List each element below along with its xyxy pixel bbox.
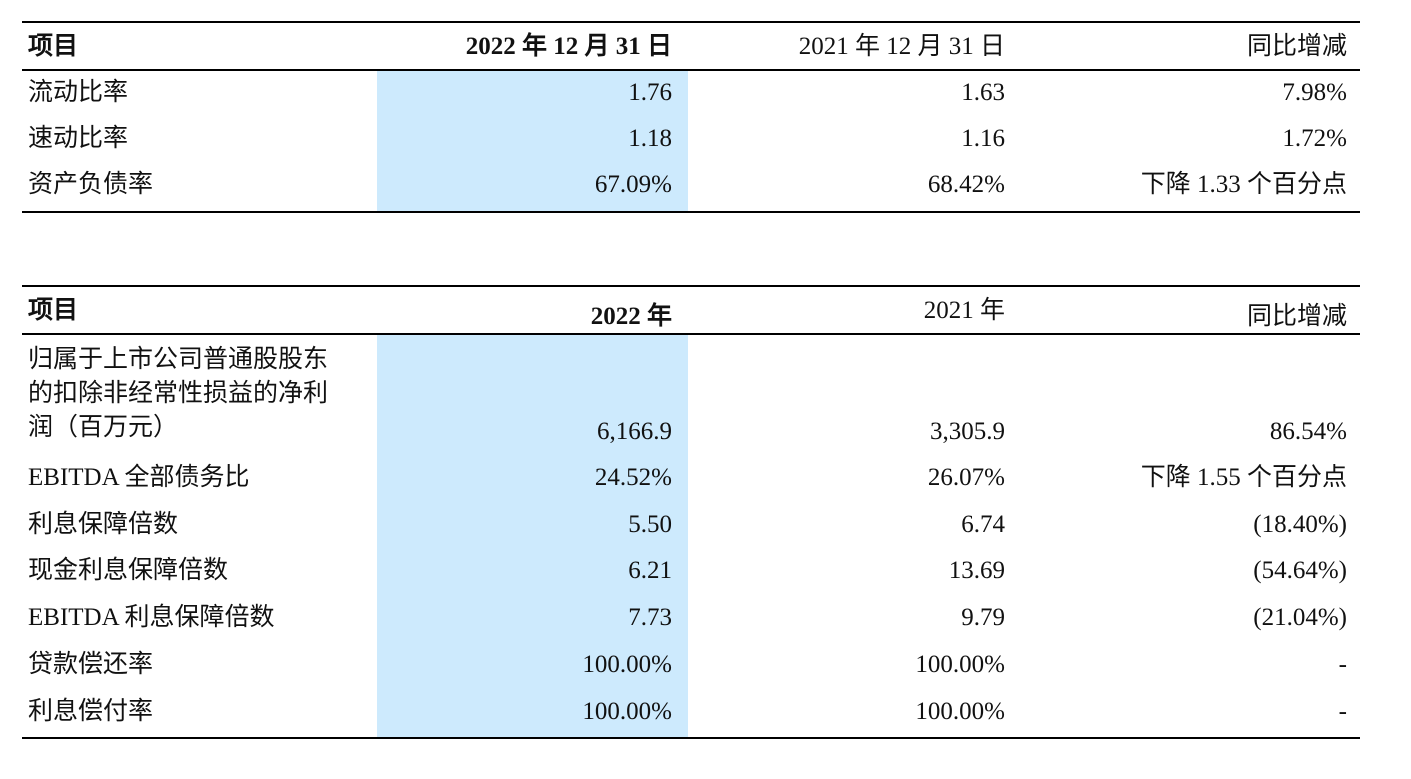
cell: 贷款偿还率 — [28, 650, 154, 678]
table-row: 流动比率 1.76 1.63 7.98% — [22, 70, 1360, 116]
table-1: 项目 2022 年 12 月 31 日 2021 年 12 月 31 日 同比增… — [22, 0, 1360, 215]
header-cell: 同比增减 — [1246, 303, 1347, 330]
cell: 13.69 — [948, 557, 1005, 585]
cell: 1.76 — [628, 79, 672, 106]
highlight-column — [377, 335, 688, 737]
table-row: 归属于上市公司普通股股东 的扣除非经常性损益的净利 润（百万元） 6,166.9… — [22, 343, 1360, 445]
cell: 1.72% — [1282, 125, 1347, 152]
cell: - — [1338, 697, 1347, 725]
cell: 86.54% — [1269, 418, 1347, 445]
table-header: 项目 2022 年 2021 年 同比增减 — [22, 288, 1360, 334]
cell-line: 归属于上市公司普通股股东 — [28, 346, 329, 373]
cell: 下降 1.55 个百分点 — [1140, 464, 1347, 491]
table-row: 贷款偿还率 100.00% 100.00% - — [22, 642, 1360, 688]
table-row: 利息保障倍数 5.50 6.74 (18.40%) — [22, 502, 1360, 548]
cell: - — [1338, 650, 1347, 678]
cell: 6.74 — [961, 510, 1005, 538]
cell: 资产负债率 — [28, 171, 154, 198]
cell: 7.98% — [1282, 79, 1347, 106]
cell: 1.16 — [961, 125, 1005, 152]
cell: 下降 1.33 个百分点 — [1140, 171, 1347, 198]
cell: 1.18 — [628, 125, 672, 152]
cell: 26.07% — [927, 464, 1005, 491]
divider — [22, 69, 1360, 71]
table-row: 利息偿付率 100.00% 100.00% - — [22, 689, 1360, 735]
cell: 流动比率 — [28, 79, 129, 106]
cell: 6.21 — [628, 557, 672, 585]
table-row: 速动比率 1.18 1.16 1.72% — [22, 116, 1360, 162]
table-row: 现金利息保障倍数 6.21 13.69 (54.64%) — [22, 548, 1360, 594]
cell: 100.00% — [915, 650, 1005, 678]
header-cell: 2022 年 12 月 31 日 — [465, 33, 672, 60]
cell: (21.04%) — [1253, 604, 1347, 632]
table-row: EBITDA 全部债务比 24.52% 26.07% 下降 1.55 个百分点 — [22, 455, 1360, 501]
cell: 100.00% — [915, 697, 1005, 725]
cell: 67.09% — [594, 171, 672, 198]
cell-line: 润（百万元） — [28, 414, 179, 441]
divider — [22, 21, 1360, 23]
cell-multiline: 归属于上市公司普通股股东 的扣除非经常性损益的净利 润（百万元） — [28, 343, 328, 445]
cell: 9.79 — [961, 604, 1005, 632]
cell: 68.42% — [927, 171, 1005, 198]
cell: (18.40%) — [1253, 510, 1347, 538]
cell: EBITDA 利息保障倍数 — [28, 604, 275, 632]
cell: 速动比率 — [28, 125, 129, 152]
header-cell: 2021 年 12 月 31 日 — [798, 33, 1005, 60]
cell: 100.00% — [582, 650, 672, 678]
cell: 6,166.9 — [597, 418, 672, 445]
cell: 利息偿付率 — [28, 697, 154, 725]
header-cell: 同比增减 — [1246, 33, 1347, 60]
divider — [22, 211, 1360, 213]
divider — [22, 333, 1360, 335]
cell: 3,305.9 — [930, 418, 1005, 445]
cell: 7.73 — [628, 604, 672, 632]
cell: 现金利息保障倍数 — [28, 557, 229, 585]
cell: 利息保障倍数 — [28, 510, 179, 538]
cell: EBITDA 全部债务比 — [28, 464, 250, 491]
table-header: 项目 2022 年 12 月 31 日 2021 年 12 月 31 日 同比增… — [22, 24, 1360, 70]
header-cell: 项目 — [28, 33, 79, 60]
divider — [22, 285, 1360, 287]
table-2: 项目 2022 年 2021 年 同比增减 归属于上市公司普通股股东 的扣除非经… — [22, 0, 1360, 745]
table-row: 资产负债率 67.09% 68.42% 下降 1.33 个百分点 — [22, 162, 1360, 208]
highlight-column — [377, 71, 688, 212]
divider — [22, 737, 1360, 739]
cell: 1.63 — [961, 79, 1005, 106]
cell: (54.64%) — [1253, 557, 1347, 585]
cell: 24.52% — [594, 464, 672, 491]
table-row: EBITDA 利息保障倍数 7.73 9.79 (21.04%) — [22, 595, 1360, 641]
header-cell: 项目 — [28, 297, 79, 324]
header-cell: 2022 年 — [590, 303, 672, 330]
cell: 100.00% — [582, 697, 672, 725]
header-cell: 2021 年 — [923, 297, 1005, 324]
cell-line: 的扣除非经常性损益的净利 — [28, 380, 329, 407]
cell: 5.50 — [628, 510, 672, 538]
